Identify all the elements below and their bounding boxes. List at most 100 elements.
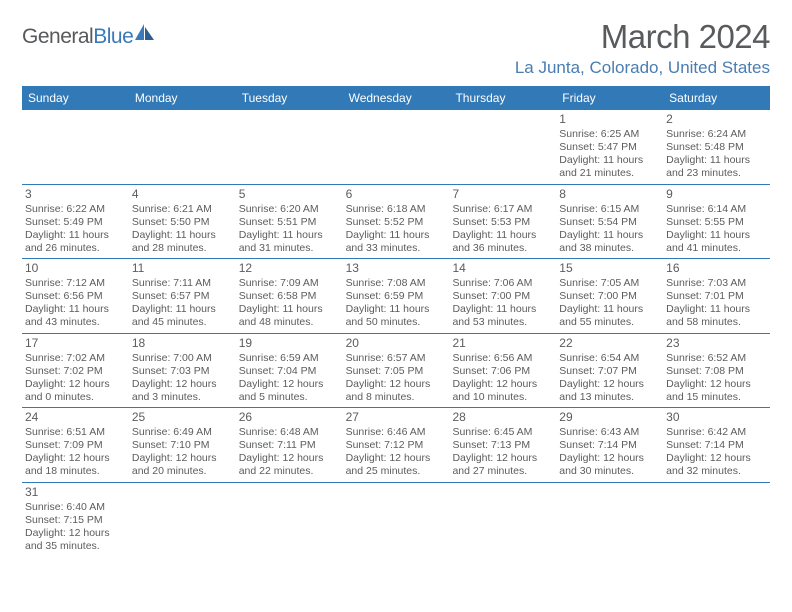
sunrise-line: Sunrise: 6:56 AM [452, 352, 553, 365]
sunset-line: Sunset: 6:57 PM [132, 290, 233, 303]
daylight-line-2: and 20 minutes. [132, 465, 233, 478]
daylight-line-1: Daylight: 12 hours [25, 527, 126, 540]
day-number: 13 [346, 261, 447, 276]
daylight-line-1: Daylight: 11 hours [666, 303, 767, 316]
day-number: 29 [559, 410, 660, 425]
day-cell-empty [236, 110, 343, 184]
sunset-line: Sunset: 5:50 PM [132, 216, 233, 229]
daylight-line-2: and 3 minutes. [132, 391, 233, 404]
logo-text: GeneralBlue [22, 25, 133, 49]
sunset-line: Sunset: 6:59 PM [346, 290, 447, 303]
sunset-line: Sunset: 7:09 PM [25, 439, 126, 452]
day-cell: 19Sunrise: 6:59 AMSunset: 7:04 PMDayligh… [236, 334, 343, 408]
sunset-line: Sunset: 7:10 PM [132, 439, 233, 452]
week-row: 24Sunrise: 6:51 AMSunset: 7:09 PMDayligh… [22, 408, 770, 483]
sunrise-line: Sunrise: 6:59 AM [239, 352, 340, 365]
day-cell-empty [129, 483, 236, 557]
day-number: 27 [346, 410, 447, 425]
daylight-line-1: Daylight: 11 hours [132, 229, 233, 242]
daylight-line-1: Daylight: 12 hours [132, 378, 233, 391]
day-cell: 5Sunrise: 6:20 AMSunset: 5:51 PMDaylight… [236, 185, 343, 259]
sunset-line: Sunset: 7:13 PM [452, 439, 553, 452]
day-number: 21 [452, 336, 553, 351]
day-number: 22 [559, 336, 660, 351]
dow-cell: Friday [556, 86, 663, 110]
dow-cell: Tuesday [236, 86, 343, 110]
day-number: 9 [666, 187, 767, 202]
day-number: 19 [239, 336, 340, 351]
day-cell: 21Sunrise: 6:56 AMSunset: 7:06 PMDayligh… [449, 334, 556, 408]
week-row: 1Sunrise: 6:25 AMSunset: 5:47 PMDaylight… [22, 110, 770, 185]
day-cell: 22Sunrise: 6:54 AMSunset: 7:07 PMDayligh… [556, 334, 663, 408]
sunrise-line: Sunrise: 6:52 AM [666, 352, 767, 365]
sunset-line: Sunset: 7:07 PM [559, 365, 660, 378]
day-cell: 16Sunrise: 7:03 AMSunset: 7:01 PMDayligh… [663, 259, 770, 333]
calendar: SundayMondayTuesdayWednesdayThursdayFrid… [22, 86, 770, 556]
sunrise-line: Sunrise: 6:45 AM [452, 426, 553, 439]
dow-cell: Thursday [449, 86, 556, 110]
day-cell: 15Sunrise: 7:05 AMSunset: 7:00 PMDayligh… [556, 259, 663, 333]
location: La Junta, Colorado, United States [515, 58, 770, 78]
sunset-line: Sunset: 7:00 PM [559, 290, 660, 303]
day-cell: 27Sunrise: 6:46 AMSunset: 7:12 PMDayligh… [343, 408, 450, 482]
daylight-line-2: and 22 minutes. [239, 465, 340, 478]
daylight-line-1: Daylight: 11 hours [666, 154, 767, 167]
sunset-line: Sunset: 7:04 PM [239, 365, 340, 378]
sunrise-line: Sunrise: 6:40 AM [25, 501, 126, 514]
daylight-line-1: Daylight: 11 hours [346, 229, 447, 242]
dow-cell: Monday [129, 86, 236, 110]
sunrise-line: Sunrise: 6:24 AM [666, 128, 767, 141]
sunset-line: Sunset: 7:00 PM [452, 290, 553, 303]
daylight-line-2: and 8 minutes. [346, 391, 447, 404]
day-number: 10 [25, 261, 126, 276]
logo-sail-icon [135, 24, 155, 40]
daylight-line-1: Daylight: 12 hours [132, 452, 233, 465]
daylight-line-1: Daylight: 12 hours [666, 452, 767, 465]
day-number: 1 [559, 112, 660, 127]
dow-cell: Saturday [663, 86, 770, 110]
daylight-line-1: Daylight: 11 hours [132, 303, 233, 316]
day-cell: 8Sunrise: 6:15 AMSunset: 5:54 PMDaylight… [556, 185, 663, 259]
day-cell: 2Sunrise: 6:24 AMSunset: 5:48 PMDaylight… [663, 110, 770, 184]
day-cell-empty [556, 483, 663, 557]
day-cell-empty [449, 110, 556, 184]
day-cell: 12Sunrise: 7:09 AMSunset: 6:58 PMDayligh… [236, 259, 343, 333]
day-number: 18 [132, 336, 233, 351]
sunset-line: Sunset: 7:08 PM [666, 365, 767, 378]
sunset-line: Sunset: 7:06 PM [452, 365, 553, 378]
day-cell: 20Sunrise: 6:57 AMSunset: 7:05 PMDayligh… [343, 334, 450, 408]
daylight-line-1: Daylight: 11 hours [239, 229, 340, 242]
sunset-line: Sunset: 6:56 PM [25, 290, 126, 303]
daylight-line-2: and 10 minutes. [452, 391, 553, 404]
daylight-line-1: Daylight: 12 hours [559, 378, 660, 391]
day-cell: 30Sunrise: 6:42 AMSunset: 7:14 PMDayligh… [663, 408, 770, 482]
sunrise-line: Sunrise: 6:49 AM [132, 426, 233, 439]
daylight-line-1: Daylight: 12 hours [25, 452, 126, 465]
sunset-line: Sunset: 5:51 PM [239, 216, 340, 229]
sunrise-line: Sunrise: 7:02 AM [25, 352, 126, 365]
week-row: 3Sunrise: 6:22 AMSunset: 5:49 PMDaylight… [22, 185, 770, 260]
sunset-line: Sunset: 6:58 PM [239, 290, 340, 303]
sunrise-line: Sunrise: 6:18 AM [346, 203, 447, 216]
day-cell: 31Sunrise: 6:40 AMSunset: 7:15 PMDayligh… [22, 483, 129, 557]
week-row: 31Sunrise: 6:40 AMSunset: 7:15 PMDayligh… [22, 483, 770, 557]
daylight-line-2: and 30 minutes. [559, 465, 660, 478]
weeks-container: 1Sunrise: 6:25 AMSunset: 5:47 PMDaylight… [22, 110, 770, 556]
daylight-line-1: Daylight: 12 hours [346, 452, 447, 465]
logo-text-2: Blue [93, 25, 133, 48]
day-cell-empty [449, 483, 556, 557]
daylight-line-1: Daylight: 12 hours [239, 378, 340, 391]
sunrise-line: Sunrise: 7:03 AM [666, 277, 767, 290]
daylight-line-1: Daylight: 11 hours [559, 229, 660, 242]
daylight-line-2: and 41 minutes. [666, 242, 767, 255]
day-cell: 24Sunrise: 6:51 AMSunset: 7:09 PMDayligh… [22, 408, 129, 482]
daylight-line-1: Daylight: 12 hours [666, 378, 767, 391]
dow-cell: Sunday [22, 86, 129, 110]
day-cell: 29Sunrise: 6:43 AMSunset: 7:14 PMDayligh… [556, 408, 663, 482]
daylight-line-1: Daylight: 11 hours [559, 303, 660, 316]
day-cell: 13Sunrise: 7:08 AMSunset: 6:59 PMDayligh… [343, 259, 450, 333]
daylight-line-1: Daylight: 12 hours [239, 452, 340, 465]
sunset-line: Sunset: 5:54 PM [559, 216, 660, 229]
day-cell: 9Sunrise: 6:14 AMSunset: 5:55 PMDaylight… [663, 185, 770, 259]
daylight-line-2: and 43 minutes. [25, 316, 126, 329]
